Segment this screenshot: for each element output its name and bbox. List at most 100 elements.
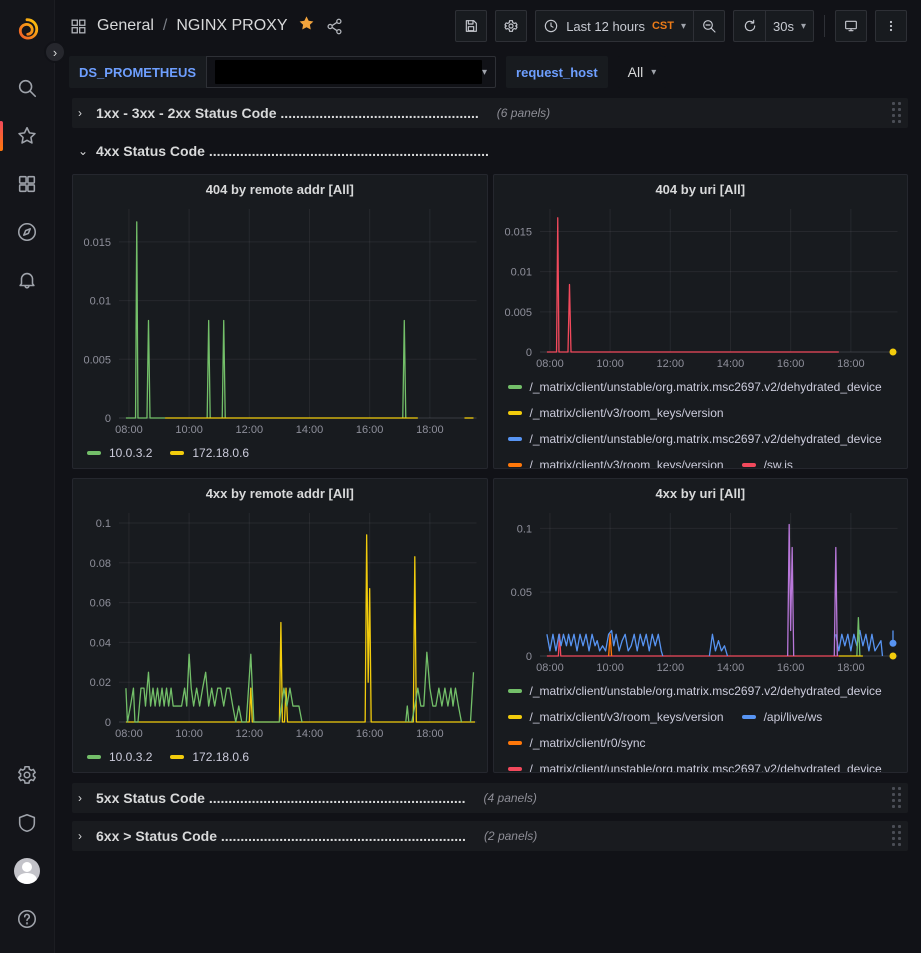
panel-title[interactable]: 4xx by remote addr [All] xyxy=(205,486,354,501)
more-options-button[interactable] xyxy=(875,10,907,42)
chevron-down-icon: ⌄ xyxy=(78,144,89,158)
svg-text:0.01: 0.01 xyxy=(510,267,531,279)
sidebar-item-configuration[interactable] xyxy=(7,755,47,795)
legend-item[interactable]: /_matrix/client/v3/room_keys/version xyxy=(507,452,724,468)
legend-item[interactable]: /_matrix/client/v3/room_keys/version xyxy=(507,400,724,426)
legend-swatch xyxy=(170,451,185,455)
tv-mode-button[interactable] xyxy=(835,10,867,42)
panel-title[interactable]: 404 by uri [All] xyxy=(655,182,746,197)
legend-item[interactable]: 10.0.3.2 xyxy=(87,744,152,770)
legend-label: /_matrix/client/r0/sync xyxy=(529,736,646,750)
svg-text:0.02: 0.02 xyxy=(90,677,111,689)
legend-label: /_matrix/client/unstable/org.matrix.msc2… xyxy=(529,762,882,772)
dashboard-settings-button[interactable] xyxy=(495,10,528,42)
clock-icon xyxy=(544,19,558,33)
legend-item[interactable]: /_matrix/client/unstable/org.matrix.msc2… xyxy=(507,374,882,400)
request-host-variable-label[interactable]: request_host xyxy=(506,56,608,88)
dashboard-header: General / NGINX PROXY xyxy=(55,0,921,52)
timezone-label: CST xyxy=(651,20,674,32)
row-drag-handle[interactable] xyxy=(892,102,902,124)
svg-text:0.08: 0.08 xyxy=(90,558,111,570)
svg-text:14:00: 14:00 xyxy=(716,358,744,370)
sidebar-item-help[interactable] xyxy=(7,899,47,939)
chart-svg: 0 0.005 0.01 0.015 08:00 10:00 12:00 14:00 16:00… xyxy=(504,209,897,370)
svg-text:0.005: 0.005 xyxy=(504,307,532,319)
dashboards-grid-icon xyxy=(18,175,36,193)
timeseries-chart: 0 0.005 0.01 0.015 08:00 10:00 12:00 14:00 16:00… xyxy=(73,199,487,438)
svg-text:12:00: 12:00 xyxy=(656,662,684,674)
row-panel-count: (6 panels) xyxy=(496,106,551,120)
variable-request-host: request_host xyxy=(506,56,608,88)
row-drag-handle[interactable] xyxy=(892,787,902,809)
request-host-select[interactable]: All ▾ xyxy=(617,56,667,88)
save-dashboard-button[interactable] xyxy=(455,10,488,42)
sidebar-item-profile[interactable] xyxy=(7,851,47,891)
legend-label: /_matrix/client/v3/room_keys/version xyxy=(529,406,724,420)
sidebar-item-server-admin[interactable] xyxy=(7,803,47,843)
zoom-out-time-button[interactable] xyxy=(693,10,725,42)
bell-icon xyxy=(19,272,35,289)
legend-item[interactable]: /_matrix/client/unstable/org.matrix.msc2… xyxy=(507,678,882,704)
row-title: 6xx > Status Code ......................… xyxy=(96,828,466,844)
legend-item[interactable]: /_matrix/client/unstable/org.matrix.msc2… xyxy=(507,426,882,452)
breadcrumb-dashboard-title[interactable]: NGINX PROXY xyxy=(176,17,288,34)
sidebar-expand-button[interactable]: › xyxy=(44,41,66,63)
legend-swatch xyxy=(507,715,522,719)
legend-label: /_matrix/client/unstable/org.matrix.msc2… xyxy=(529,684,882,698)
svg-text:16:00: 16:00 xyxy=(356,728,384,740)
legend-item[interactable]: 172.18.0.6 xyxy=(170,744,249,770)
legend-item[interactable]: /_matrix/client/r0/sync xyxy=(507,730,646,756)
legend-item[interactable]: 10.0.3.2 xyxy=(87,440,152,466)
sidebar-item-explore[interactable] xyxy=(7,212,47,252)
legend-item[interactable]: /_matrix/client/unstable/org.matrix.msc2… xyxy=(507,756,882,772)
panel-title[interactable]: 404 by remote addr [All] xyxy=(205,182,354,197)
row-1xx-3xx-2xx[interactable]: › 1xx - 3xx - 2xx Status Code ..........… xyxy=(72,98,908,128)
chevron-down-icon: ▾ xyxy=(651,66,657,78)
svg-text:10:00: 10:00 xyxy=(175,728,203,740)
sidebar-item-search[interactable] xyxy=(7,68,47,108)
favorite-star-button[interactable] xyxy=(297,14,316,38)
legend-item[interactable]: /api/live/ws xyxy=(741,704,822,730)
time-range-label: Last 12 hours xyxy=(566,18,645,34)
legend-label: /sw.js xyxy=(763,458,793,468)
row-title: 1xx - 3xx - 2xx Status Code ............… xyxy=(96,105,479,121)
time-range-picker[interactable]: Last 12 hours CST ▾ xyxy=(535,10,693,42)
chevron-down-icon: ▾ xyxy=(482,66,488,78)
legend-swatch xyxy=(87,451,101,455)
chart-legend: /_matrix/client/unstable/org.matrix.msc2… xyxy=(494,372,908,468)
svg-text:16:00: 16:00 xyxy=(356,424,384,436)
row-6xx[interactable]: › 6xx > Status Code ....................… xyxy=(72,821,908,851)
chart-legend: 10.0.3.2 172.18.0.6 xyxy=(73,742,487,772)
row-4xx[interactable]: ⌄ 4xx Status Code ......................… xyxy=(72,136,908,166)
sidebar-item-alerting[interactable] xyxy=(7,260,47,300)
legend-item[interactable]: /_matrix/client/v3/room_keys/version xyxy=(507,704,724,730)
svg-text:0.04: 0.04 xyxy=(90,637,111,649)
grafana-logo[interactable] xyxy=(7,10,47,50)
share-icon[interactable] xyxy=(325,17,344,36)
sidebar-item-dashboards[interactable] xyxy=(7,164,47,204)
svg-text:0.1: 0.1 xyxy=(96,518,111,530)
datasource-variable-label[interactable]: DS_PROMETHEUS xyxy=(69,56,207,88)
row-5xx[interactable]: › 5xx Status Code ......................… xyxy=(72,783,908,813)
svg-text:18:00: 18:00 xyxy=(837,662,865,674)
svg-text:18:00: 18:00 xyxy=(416,728,444,740)
legend-label: /_matrix/client/unstable/org.matrix.msc2… xyxy=(529,432,882,446)
breadcrumb-folder[interactable]: General xyxy=(97,17,154,34)
refresh-button[interactable] xyxy=(733,10,765,42)
gear-icon xyxy=(504,20,518,32)
legend-item[interactable]: 172.18.0.6 xyxy=(170,440,249,466)
panel-title[interactable]: 4xx by uri [All] xyxy=(655,486,746,501)
svg-text:0.005: 0.005 xyxy=(83,354,111,366)
legend-swatch xyxy=(507,741,522,745)
toolbar: Last 12 hours CST ▾ 30s xyxy=(455,10,907,42)
datasource-select[interactable]: ▾ xyxy=(206,56,497,88)
row-drag-handle[interactable] xyxy=(892,825,902,847)
sidebar-item-starred[interactable] xyxy=(0,116,47,156)
legend-item[interactable]: /sw.js xyxy=(741,452,793,468)
svg-text:0.1: 0.1 xyxy=(516,523,531,535)
row-panel-count: (2 panels) xyxy=(483,829,538,843)
gear-icon xyxy=(18,765,36,784)
svg-text:0: 0 xyxy=(105,717,111,729)
refresh-interval-picker[interactable]: 30s ▾ xyxy=(765,10,814,42)
star-filled-icon xyxy=(299,16,313,30)
